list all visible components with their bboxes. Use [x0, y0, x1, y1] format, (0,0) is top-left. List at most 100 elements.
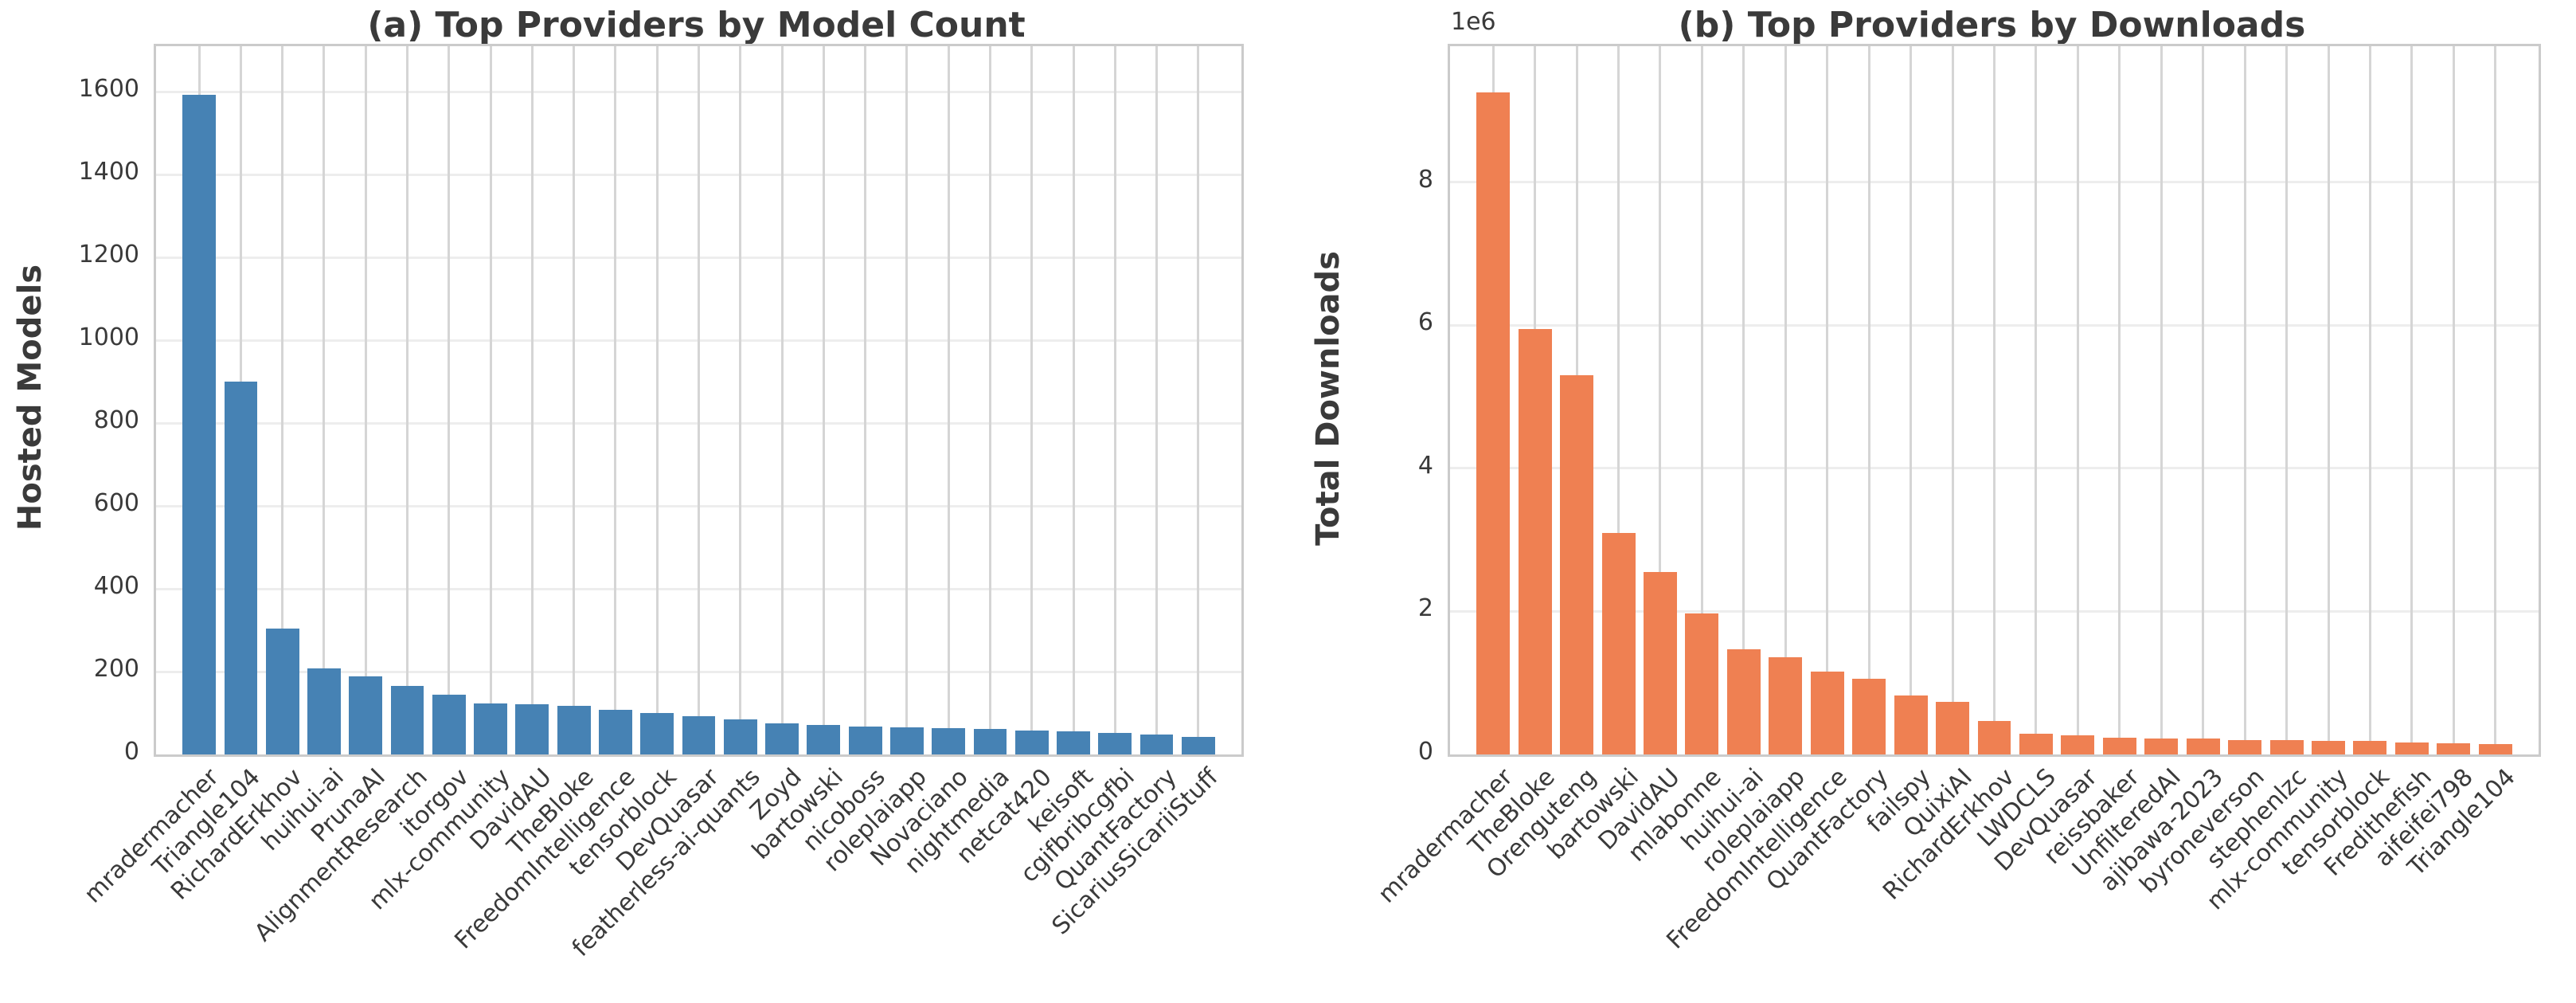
bar-TheBloke — [1518, 328, 1552, 754]
bar-bartowski — [807, 725, 841, 754]
panel-a-vgridline-4 — [364, 46, 367, 754]
bar-QuixiAI — [1936, 702, 1970, 754]
panel-a-vgridline-13 — [739, 46, 742, 754]
panel-a-ytick-400: 400 — [93, 572, 139, 601]
panel-a-ytick-0: 0 — [123, 738, 139, 766]
bar-DavidAU — [1644, 572, 1677, 754]
bar-itorgov — [432, 695, 466, 754]
bar-huihui-ai — [1726, 649, 1761, 754]
panel-a-ytick-1200: 1200 — [78, 241, 139, 269]
bar-DevQuasar — [2061, 735, 2095, 754]
panel-b-vgridline-14 — [2076, 46, 2079, 754]
panel-b-vgridline-5 — [1700, 46, 1703, 754]
bar-ajibawa-2023 — [2186, 739, 2220, 754]
bar-Zoyd — [765, 723, 799, 754]
bar-bartowski — [1601, 532, 1636, 754]
panel-b-vgridline-11 — [1951, 46, 1954, 754]
panel-a-vgridline-11 — [655, 46, 659, 754]
bar-Triangle104 — [224, 382, 258, 754]
panel-b-ytick-6: 6 — [1417, 308, 1433, 337]
bar-RichardErkhov — [265, 629, 299, 754]
bar-Triangle104 — [2478, 743, 2512, 754]
panel-a-vgridline-22 — [1113, 46, 1116, 754]
bar-mlx-community — [2312, 740, 2345, 754]
bar-DavidAU — [515, 703, 549, 754]
panel-a-vgridline-10 — [614, 46, 617, 754]
panel-b-vgridline-18 — [2243, 46, 2246, 754]
bar-FreedomIntelligence — [1810, 671, 1844, 754]
panel-b-axis-offset-text: 1e6 — [1451, 8, 1496, 36]
bar-mradermacher — [1476, 92, 1511, 754]
bar-aifeifei798 — [2437, 743, 2471, 754]
panel-a-vgridline-18 — [947, 46, 950, 754]
bar-SicariusSicariiStuff — [1181, 737, 1215, 754]
panel-a-ylabel-wrap: Hosted Models — [12, 44, 49, 752]
panel-b-ylabel: Total Downloads — [1310, 250, 1347, 546]
panel-b-vgridline-23 — [2452, 46, 2455, 754]
panel-a-ytick-1400: 1400 — [78, 158, 139, 186]
panel-a-vgridline-3 — [322, 46, 326, 754]
panel-b-title: (b) Top Providers by Downloads — [1678, 5, 2306, 45]
bar-reissbaker — [2102, 738, 2136, 754]
bar-QuantFactory — [1852, 678, 1886, 754]
bar-Fredithefish — [2394, 742, 2429, 754]
panel-b-vgridline-17 — [2202, 46, 2205, 754]
panel-a-ytick-600: 600 — [93, 489, 139, 518]
panel-b-vgridline-21 — [2368, 46, 2371, 754]
panel-b-ytick-0: 0 — [1417, 738, 1433, 766]
panel-a-vgridline-23 — [1155, 46, 1159, 754]
panel-b-ylabel-wrap: Total Downloads — [1310, 44, 1347, 752]
panel-b-vgridline-13 — [2035, 46, 2038, 754]
panel-a-vgridline-15 — [822, 46, 825, 754]
panel-b-vgridline-19 — [2285, 46, 2289, 754]
panel-a-vgridline-21 — [1072, 46, 1075, 754]
bar-FreedomIntelligence — [599, 709, 632, 754]
panel-a-ytick-800: 800 — [93, 406, 139, 435]
panel-b-vgridline-24 — [2494, 46, 2497, 754]
bar-mlabonne — [1685, 613, 1719, 754]
panel-b-vgridline-10 — [1910, 46, 1913, 754]
panel-b-vgridline-4 — [1659, 46, 1662, 754]
panel-b-vgridline-12 — [1993, 46, 1996, 754]
bar-cgifbribcgfbi — [1098, 732, 1132, 754]
bar-PrunaAI — [349, 676, 383, 754]
panel-a-ytick-1000: 1000 — [78, 323, 139, 352]
bar-AlignmentResearch — [390, 685, 424, 754]
panel-b-vgridline-16 — [2160, 46, 2163, 754]
bar-byroneverson — [2228, 740, 2262, 754]
bar-DevQuasar — [682, 715, 716, 754]
panel-a-vgridline-16 — [864, 46, 867, 754]
panel-b-vgridline-7 — [1784, 46, 1787, 754]
bar-tensorblock — [2353, 740, 2387, 754]
bar-nightmedia — [973, 729, 1007, 754]
panel-b-vgridline-6 — [1742, 46, 1745, 754]
panel-b-vgridline-3 — [1617, 46, 1620, 754]
panel-b-vgridline-8 — [1826, 46, 1829, 754]
bar-netcat420 — [1014, 730, 1049, 754]
bar-roleplaiapp — [889, 727, 924, 754]
panel-a-vgridline-17 — [905, 46, 909, 754]
panel-a-vgridline-5 — [406, 46, 409, 754]
bar-featherless-ai-quants — [723, 719, 757, 754]
bar-UnfilteredAI — [2144, 738, 2179, 754]
bar-Orenguteng — [1560, 375, 1594, 754]
panel-a-vgridline-19 — [988, 46, 991, 754]
panel-a-vgridline-2 — [281, 46, 284, 754]
panel-b-ytick-2: 2 — [1417, 594, 1433, 623]
panel-b-ytick-4: 4 — [1417, 451, 1433, 480]
bar-QuantFactory — [1139, 735, 1174, 754]
bar-tensorblock — [640, 712, 674, 754]
panel-a-vgridline-24 — [1197, 46, 1200, 754]
panel-a-vgridline-20 — [1030, 46, 1034, 754]
bar-RichardErkhov — [1977, 720, 2011, 754]
panel-b-ytick-8: 8 — [1417, 165, 1433, 194]
panel-a-plot-area — [154, 44, 1244, 757]
bar-roleplaiapp — [1769, 656, 1803, 754]
bar-Novaciano — [932, 728, 966, 754]
bar-huihui-ai — [307, 668, 341, 754]
panel-a-vgridline-9 — [573, 46, 576, 754]
bar-LWDCLS — [2019, 733, 2053, 754]
bar-TheBloke — [557, 705, 591, 754]
panel-b-vgridline-20 — [2327, 46, 2330, 754]
